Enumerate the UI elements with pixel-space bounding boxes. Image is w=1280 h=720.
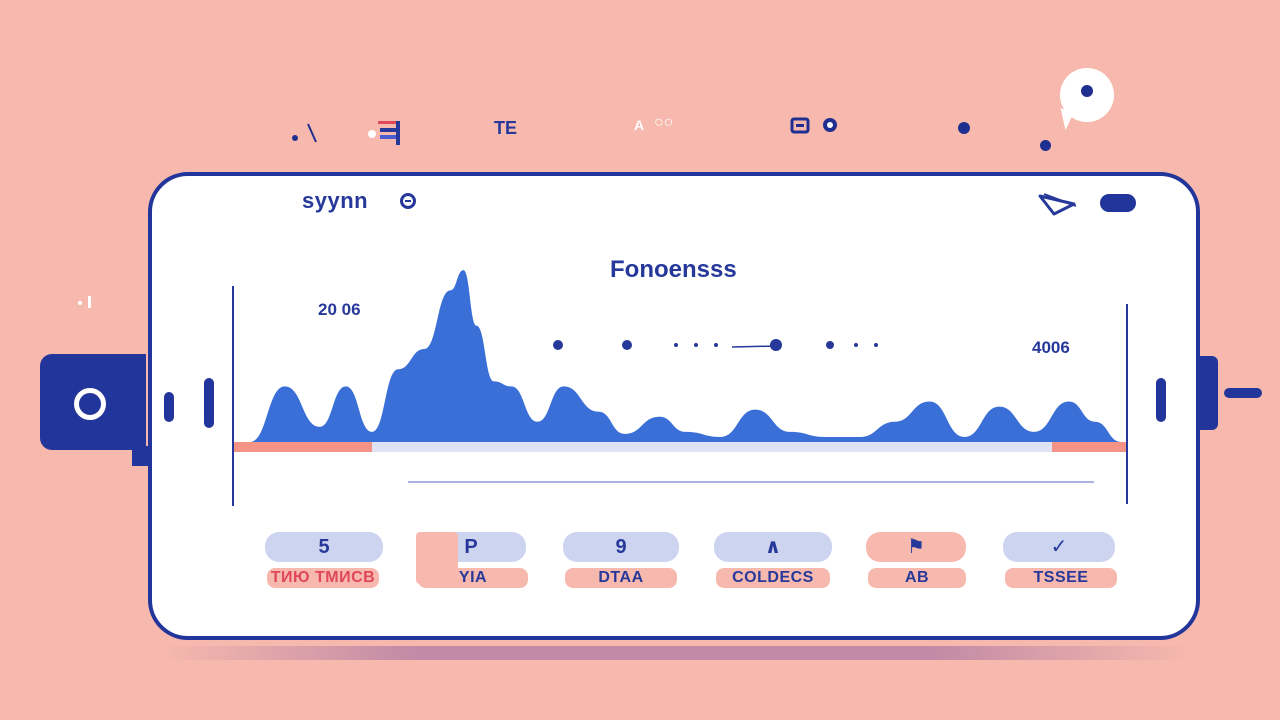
status-text-2: A [634, 117, 645, 133]
right-dash [1224, 388, 1262, 398]
side-indicator-icon [76, 295, 96, 309]
marker-dot [694, 343, 698, 347]
chart-right-label: 4006 [1032, 338, 1070, 357]
action-label: YIA [418, 568, 528, 588]
status-dot-2 [1040, 140, 1051, 151]
action-icon: ⚑ [907, 536, 925, 558]
panel-shadow [160, 646, 1190, 660]
action-label: DTAA [565, 568, 677, 588]
action-card-button[interactable]: ∧ [714, 532, 832, 562]
status-text-3: ○○ [654, 114, 674, 131]
chart-right-boundary [1126, 304, 1128, 504]
brand-logo-icon [400, 193, 416, 209]
action-card[interactable]: ✓ TSSEE [1003, 530, 1117, 588]
right-side-button[interactable] [1196, 356, 1218, 430]
action-card-button[interactable]: 5 [265, 532, 383, 562]
action-card[interactable]: P YIA [416, 530, 528, 588]
action-card[interactable]: 9 DTAA [563, 530, 679, 588]
left-inner-handle-b[interactable] [204, 378, 214, 428]
chart-left-boundary [232, 286, 234, 506]
app-brand: syynn [302, 188, 369, 213]
marker-dot [826, 341, 834, 349]
left-tab-connector [132, 446, 148, 466]
timeline-left-segment [234, 442, 372, 452]
chart-title: Fonoensss [610, 256, 737, 283]
main-panel [148, 172, 1200, 640]
status-text-1: TE [494, 118, 518, 138]
action-icon: 9 [615, 536, 627, 558]
action-card[interactable]: 5 ТИЮ ТМИСВ [265, 530, 383, 588]
marker-line [731, 345, 777, 348]
marker-dot [674, 343, 678, 347]
send-icon[interactable] [1036, 190, 1080, 218]
action-label: TSSEE [1005, 568, 1117, 588]
action-card-button[interactable]: 9 [563, 532, 679, 562]
timeline-track[interactable] [234, 442, 1126, 452]
action-card-button[interactable]: P [416, 532, 526, 584]
action-card-button[interactable]: ✓ [1003, 532, 1115, 562]
home-ring-icon[interactable] [74, 388, 106, 420]
action-icon: ∧ [764, 536, 782, 558]
action-icon: 5 [318, 536, 330, 558]
status-dot-1 [958, 122, 970, 134]
waveform-area [250, 270, 1122, 442]
action-label: ТИЮ ТМИСВ [267, 568, 379, 588]
marker-dot [553, 340, 563, 350]
action-label: AB [868, 568, 966, 588]
signal-icon [290, 122, 320, 148]
marker-dot [770, 339, 782, 351]
waveform-chart [234, 270, 1126, 483]
chart-left-label: 20 06 [318, 300, 361, 319]
right-inner-handle[interactable] [1156, 378, 1166, 422]
header-toggle[interactable] [1100, 194, 1136, 212]
marker-dot [622, 340, 632, 350]
action-icon: ✓ [1050, 536, 1068, 558]
action-label: COLDECS [716, 568, 830, 588]
marker-dot [854, 343, 858, 347]
left-inner-handle-a[interactable] [164, 392, 174, 422]
chat-bubble-icon[interactable] [1060, 68, 1114, 122]
action-icon: P [464, 536, 478, 558]
menu-icon [366, 118, 406, 148]
action-card[interactable]: ⚑ AB [866, 530, 966, 588]
battery-icon [790, 116, 840, 136]
action-card[interactable]: ∧ COLDECS [714, 530, 832, 588]
timeline-right-segment [1052, 442, 1126, 452]
marker-dot [874, 343, 878, 347]
action-card-button[interactable]: ⚑ [866, 532, 966, 562]
marker-dot [714, 343, 718, 347]
